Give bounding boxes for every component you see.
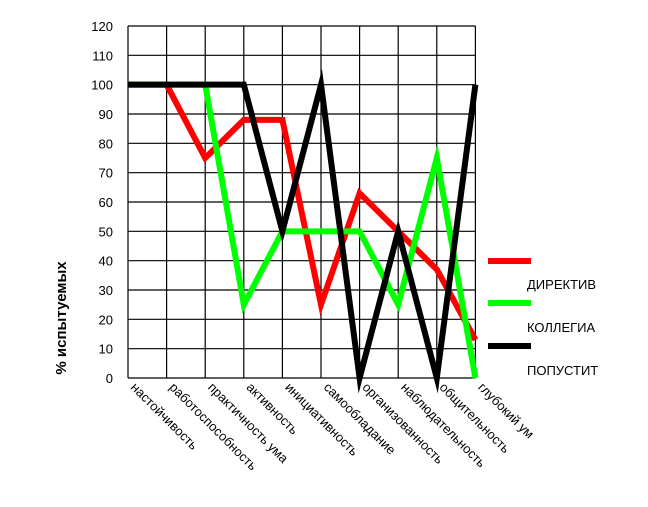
y-tick-label: 70 — [99, 166, 113, 181]
series-lines — [128, 69, 479, 394]
y-tick-label: 0 — [106, 371, 113, 386]
series-line — [128, 69, 479, 394]
y-tick-label: 90 — [99, 107, 113, 122]
y-tick-label: 120 — [91, 19, 113, 34]
legend-label: ДИРЕКТИВ — [527, 277, 596, 292]
y-tick-label: 60 — [99, 195, 113, 210]
y-tick-label: 20 — [99, 312, 113, 327]
y-tick-label: 50 — [99, 224, 113, 239]
series-line — [128, 81, 479, 342]
legend-label: КОЛЛЕГИА — [527, 320, 596, 335]
y-axis-label: % испытуемых — [53, 261, 70, 375]
y-axis-tick-labels: 0 10 20 30 40 50 60 70 80 90 100 110 120 — [91, 19, 113, 386]
y-tick-label: 30 — [99, 283, 113, 298]
x-tick-label: настойчивость — [128, 380, 201, 453]
x-axis-category-labels: настойчивостьработоспособностьпрактичнос… — [128, 380, 537, 474]
y-tick-label: 40 — [99, 254, 113, 269]
y-tick-label: 10 — [99, 342, 113, 357]
legend-label: ПОПУСТИТ — [527, 363, 598, 378]
y-tick-label: 100 — [91, 78, 113, 93]
y-tick-label: 80 — [99, 136, 113, 151]
legend: ДИРЕКТИВ КОЛЛЕГИА ПОПУСТИТ — [488, 258, 598, 378]
y-tick-label: 110 — [92, 48, 113, 63]
